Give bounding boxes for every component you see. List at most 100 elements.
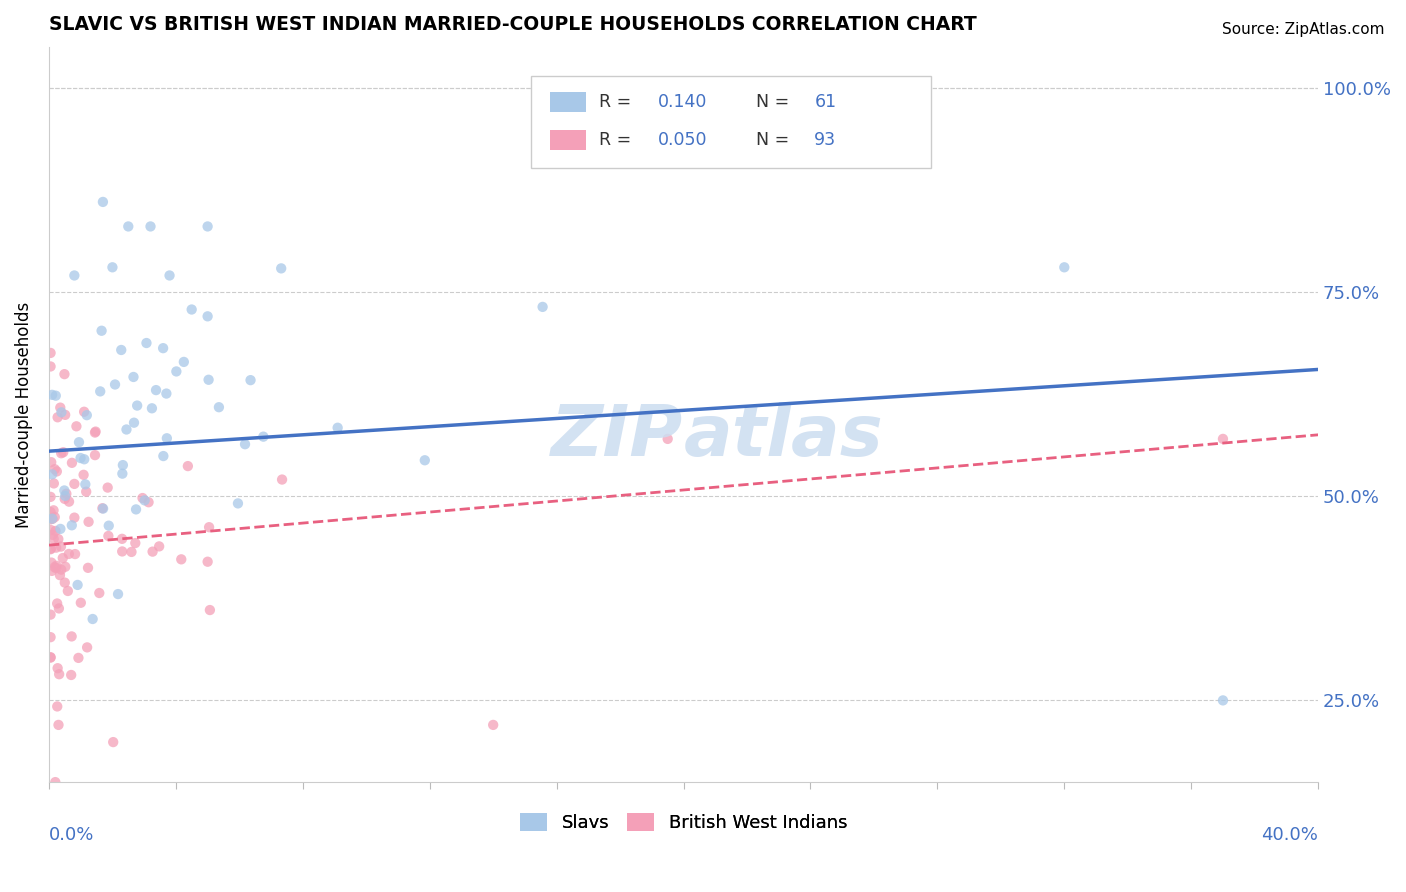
Point [53, 575, 76, 590]
Point [39, 346, 62, 360]
Point [72, 467, 94, 482]
Point [39, 523, 62, 537]
Point [91, 501, 114, 516]
Point [46, 699, 69, 714]
Point [413, 453, 436, 467]
Point [41, 511, 63, 525]
Point [111, 544, 134, 558]
Text: 40.0%: 40.0% [1261, 826, 1319, 844]
Point [208, 401, 231, 415]
Point [53, 483, 76, 498]
Point [42, 503, 65, 517]
Point [39, 607, 62, 622]
Point [111, 458, 134, 472]
Point [115, 422, 138, 436]
Legend: Slavs, British West Indians: Slavs, British West Indians [513, 805, 855, 839]
Y-axis label: Married-couple Households: Married-couple Households [15, 301, 32, 527]
Point [52, 445, 75, 459]
Point [97, 518, 120, 533]
Point [122, 416, 145, 430]
Point [44, 560, 66, 574]
Point [60, 668, 83, 682]
Point [89, 384, 111, 399]
Point [60, 456, 83, 470]
Point [69, 450, 91, 465]
Point [52, 551, 75, 566]
FancyBboxPatch shape [550, 129, 586, 151]
Point [145, 383, 167, 397]
Point [270, 261, 292, 276]
Point [91, 194, 114, 209]
Point [77, 515, 100, 529]
Point [55, 487, 77, 501]
Point [51, 563, 73, 577]
Point [177, 459, 200, 474]
Point [44, 775, 66, 789]
Point [135, 336, 157, 351]
Text: 61: 61 [814, 93, 837, 111]
Point [125, 502, 148, 516]
Point [75, 477, 97, 491]
Point [39, 505, 62, 519]
Point [60, 629, 83, 643]
Point [107, 587, 129, 601]
Point [111, 467, 134, 481]
Point [73, 405, 96, 419]
Point [75, 484, 97, 499]
Point [84, 448, 107, 462]
Point [48, 601, 70, 615]
Text: 0.140: 0.140 [658, 93, 707, 111]
Point [63, 510, 86, 524]
Point [197, 373, 219, 387]
Point [152, 341, 174, 355]
Point [482, 718, 505, 732]
Point [48, 718, 70, 732]
Point [45, 464, 67, 478]
Point [42, 476, 65, 491]
Point [39, 359, 62, 374]
Point [122, 370, 145, 384]
Point [51, 405, 73, 419]
Point [89, 586, 111, 600]
Point [41, 512, 63, 526]
Point [69, 596, 91, 610]
Point [63, 547, 86, 561]
Point [60, 518, 83, 533]
Point [53, 491, 76, 506]
Point [197, 219, 219, 234]
Point [46, 661, 69, 675]
Point [44, 524, 66, 538]
Text: atlas: atlas [683, 402, 883, 471]
FancyBboxPatch shape [531, 76, 931, 168]
Point [58, 494, 80, 508]
Point [51, 446, 73, 460]
Point [63, 476, 86, 491]
Point [101, 260, 124, 275]
Point [142, 544, 165, 558]
Point [39, 650, 62, 665]
Point [44, 510, 66, 524]
Point [63, 268, 86, 283]
Text: SLAVIC VS BRITISH WEST INDIAN MARRIED-COUPLE HOUSEHOLDS CORRELATION CHART: SLAVIC VS BRITISH WEST INDIAN MARRIED-CO… [49, 15, 977, 34]
Point [103, 735, 125, 749]
Point [531, 300, 554, 314]
Point [1212, 432, 1234, 446]
Point [48, 667, 70, 681]
Point [134, 493, 156, 508]
Point [53, 559, 76, 574]
Point [39, 455, 62, 469]
Point [111, 532, 134, 546]
Point [53, 408, 76, 422]
Point [66, 578, 89, 592]
Point [141, 401, 163, 416]
Point [45, 561, 67, 575]
Text: ZIP: ZIP [551, 402, 683, 471]
Point [77, 561, 100, 575]
Point [198, 603, 221, 617]
Point [39, 541, 62, 556]
Point [41, 556, 63, 570]
Point [39, 512, 62, 526]
Point [67, 651, 90, 665]
Point [165, 364, 187, 378]
Point [1053, 260, 1076, 275]
